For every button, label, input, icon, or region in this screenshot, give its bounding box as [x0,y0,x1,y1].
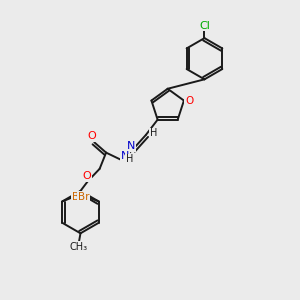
Text: N: N [121,151,129,161]
Text: CH₃: CH₃ [70,242,88,252]
Text: Br: Br [78,192,89,202]
Text: H: H [126,154,133,164]
Text: N: N [127,141,136,151]
Text: O: O [82,171,91,181]
Text: O: O [87,131,96,141]
Text: Br: Br [72,192,83,202]
Text: O: O [185,96,193,106]
Text: Cl: Cl [199,21,210,31]
Text: H: H [149,128,157,139]
